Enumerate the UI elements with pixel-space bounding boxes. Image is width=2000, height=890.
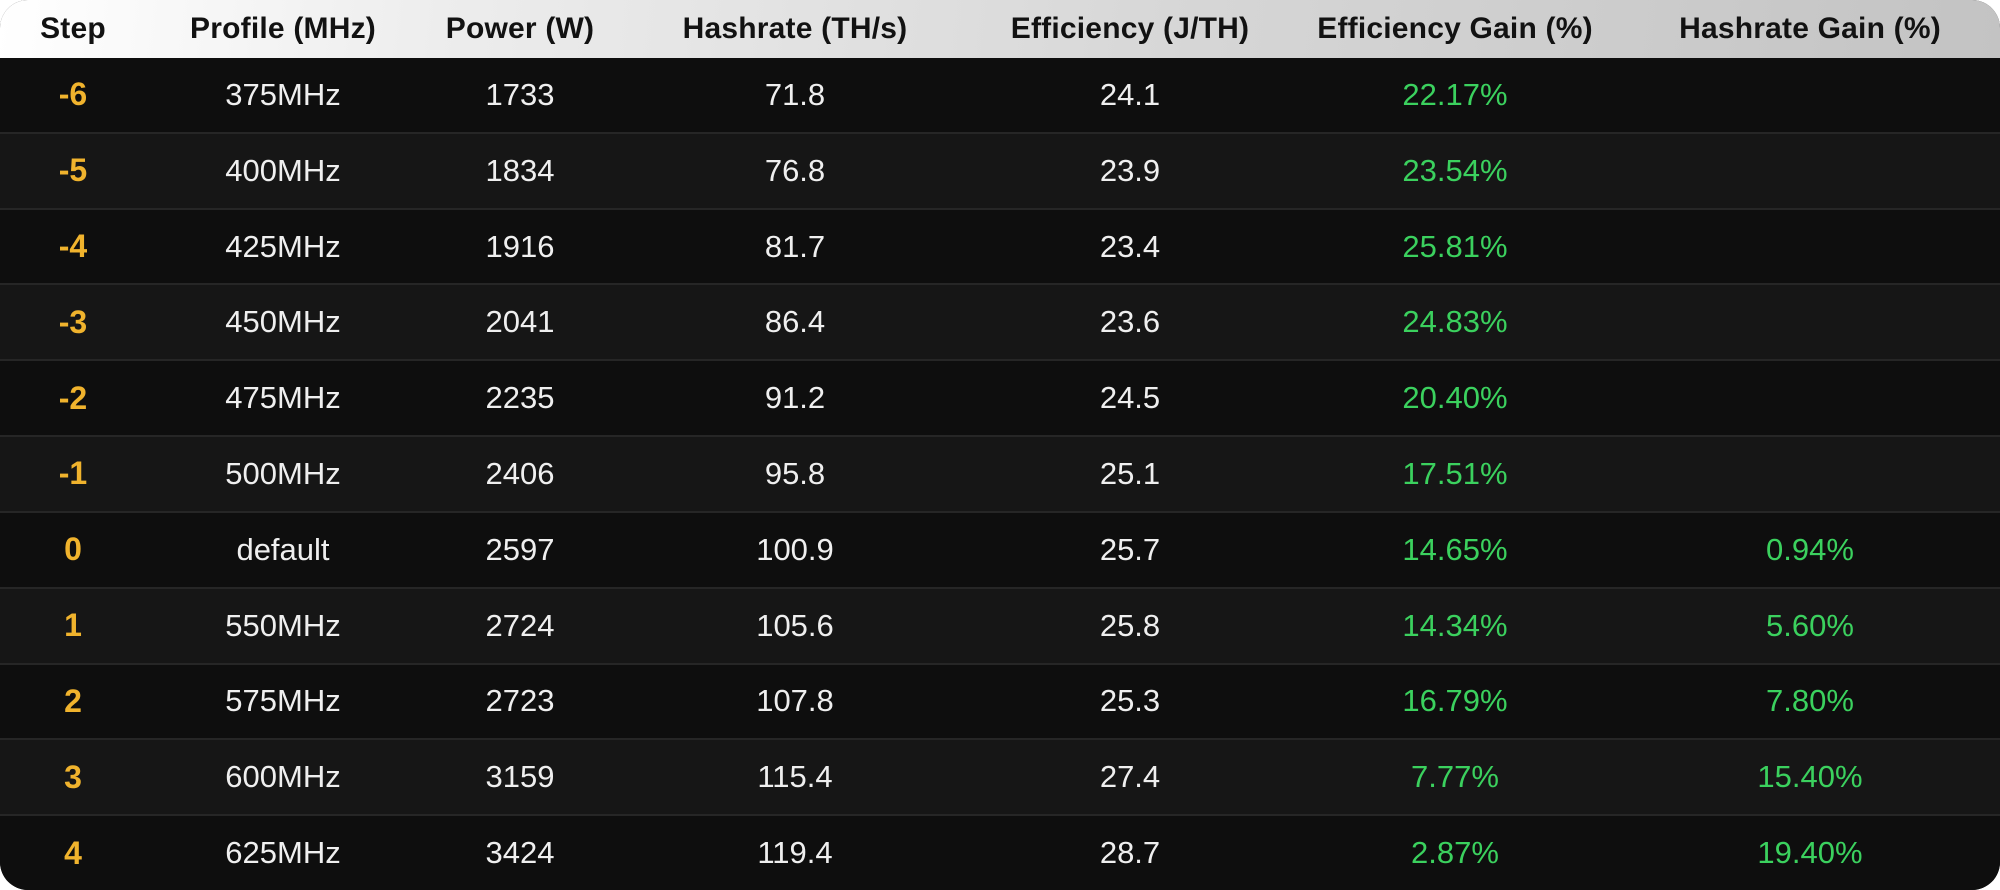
cell-hashrate: 107.8: [756, 683, 834, 719]
table-row: -6 375MHz 1733 71.8 24.1 22.17%: [0, 58, 2000, 132]
column-header-efficiency-gain: Efficiency Gain (%): [1317, 12, 1593, 45]
cell-efficiency-gain: 14.34%: [1402, 607, 1508, 643]
cell-efficiency-gain: 20.40%: [1402, 380, 1508, 416]
cell-efficiency-gain: 17.51%: [1402, 455, 1508, 491]
cell-step: 2: [64, 682, 82, 719]
table-row: -5 400MHz 1834 76.8 23.9 23.54%: [0, 131, 2000, 208]
cell-efficiency: 23.9: [1099, 152, 1161, 188]
cell-hashrate: 71.8: [764, 76, 826, 112]
table-row: -4 425MHz 1916 81.7 23.4 25.81%: [0, 207, 2000, 284]
table-row: -2 475MHz 2235 91.2 24.5 20.40%: [0, 359, 2000, 436]
cell-power: 1916: [485, 228, 555, 264]
cell-hashrate-gain: 19.40%: [1757, 835, 1863, 871]
cell-step: -2: [58, 379, 88, 416]
cell-power: 2406: [485, 455, 555, 491]
cell-efficiency: 25.3: [1099, 683, 1161, 719]
cell-hashrate: 105.6: [756, 607, 834, 643]
cell-profile: 425MHz: [225, 228, 341, 264]
table-row: 0 default 2597 100.9 25.7 14.65% 0.94%: [0, 510, 2000, 587]
cell-profile: 375MHz: [225, 76, 341, 112]
cell-efficiency: 27.4: [1099, 759, 1161, 795]
cell-power: 3424: [485, 835, 555, 871]
table-row: 1 550MHz 2724 105.6 25.8 14.34% 5.60%: [0, 586, 2000, 663]
column-header-hashrate: Hashrate (TH/s): [682, 12, 908, 45]
cell-power: 2597: [485, 531, 555, 567]
cell-step: 1: [64, 607, 82, 644]
cell-profile: 600MHz: [225, 759, 341, 795]
cell-efficiency-gain: 7.77%: [1411, 759, 1499, 795]
cell-efficiency: 23.4: [1099, 228, 1161, 264]
cell-hashrate-gain: 15.40%: [1757, 759, 1863, 795]
column-header-step: Step: [40, 12, 106, 45]
cell-efficiency-gain: 14.65%: [1402, 531, 1508, 567]
cell-efficiency: 25.7: [1099, 531, 1161, 567]
table-row: -1 500MHz 2406 95.8 25.1 17.51%: [0, 435, 2000, 511]
table-body: -6 375MHz 1733 71.8 24.1 22.17% -5 400MHz 1834 76…: [0, 58, 2000, 890]
cell-hashrate: 86.4: [764, 304, 826, 340]
cell-hashrate: 81.7: [764, 228, 826, 264]
cell-efficiency: 25.8: [1099, 607, 1161, 643]
cell-hashrate: 115.4: [757, 759, 833, 795]
cell-profile: 500MHz: [225, 455, 341, 491]
cell-hashrate: 119.4: [757, 835, 833, 871]
cell-efficiency-gain: 2.87%: [1411, 835, 1499, 871]
cell-step: 3: [64, 758, 82, 795]
cell-profile: 450MHz: [225, 304, 341, 340]
cell-efficiency: 24.1: [1099, 76, 1161, 112]
cell-hashrate: 95.8: [764, 455, 826, 491]
cell-hashrate: 91.2: [764, 380, 826, 416]
table-row: 3 600MHz 3159 115.4 27.4 7.77% 15.40%: [0, 738, 2000, 815]
cell-step: -3: [58, 303, 88, 340]
table-header: Step Profile (MHz) Power (W) Hashrate (TH/s…: [0, 0, 2000, 58]
cell-efficiency-gain: 24.83%: [1402, 304, 1508, 340]
cell-step: -1: [58, 455, 88, 492]
cell-step: 4: [64, 834, 82, 871]
cell-power: 2724: [485, 607, 555, 643]
table-row: 2 575MHz 2723 107.8 25.3 16.79% 7.80%: [0, 662, 2000, 739]
table-row: 4 625MHz 3424 119.4 28.7 2.87% 19.40%: [0, 814, 2000, 890]
cell-step: -4: [58, 228, 88, 265]
cell-efficiency-gain: 25.81%: [1402, 228, 1508, 264]
cell-power: 2041: [485, 304, 555, 340]
column-header-profile: Profile (MHz): [190, 12, 376, 45]
cell-power: 1834: [485, 152, 555, 188]
cell-power: 3159: [485, 759, 555, 795]
cell-profile: 575MHz: [225, 683, 341, 719]
column-header-hashrate-gain: Hashrate Gain (%): [1679, 12, 1941, 45]
cell-profile: 625MHz: [225, 835, 341, 871]
cell-power: 1733: [485, 76, 555, 112]
cell-efficiency: 24.5: [1099, 380, 1161, 416]
column-header-efficiency: Efficiency (J/TH): [1010, 12, 1250, 45]
cell-profile: 550MHz: [225, 607, 341, 643]
cell-efficiency: 28.7: [1099, 835, 1161, 871]
cell-hashrate-gain: 0.94%: [1766, 531, 1854, 567]
cell-step: -6: [58, 76, 88, 113]
cell-step: 0: [64, 531, 82, 568]
cell-hashrate: 100.9: [756, 531, 834, 567]
table-row: -3 450MHz 2041 86.4 23.6 24.83%: [0, 283, 2000, 360]
cell-profile: 400MHz: [225, 152, 341, 188]
cell-power: 2723: [485, 683, 555, 719]
cell-efficiency-gain: 16.79%: [1402, 683, 1508, 719]
cell-efficiency-gain: 23.54%: [1402, 152, 1508, 188]
cell-hashrate-gain: 5.60%: [1766, 607, 1854, 643]
cell-power: 2235: [485, 380, 555, 416]
column-header-power: Power (W): [445, 12, 595, 45]
cell-step: -5: [58, 152, 88, 189]
cell-profile: 475MHz: [225, 380, 341, 416]
cell-efficiency: 23.6: [1099, 304, 1161, 340]
cell-profile: default: [236, 531, 330, 567]
cell-efficiency: 25.1: [1099, 455, 1161, 491]
cell-efficiency-gain: 22.17%: [1402, 76, 1508, 112]
cell-hashrate-gain: 7.80%: [1766, 683, 1854, 719]
cell-hashrate: 76.8: [764, 152, 826, 188]
